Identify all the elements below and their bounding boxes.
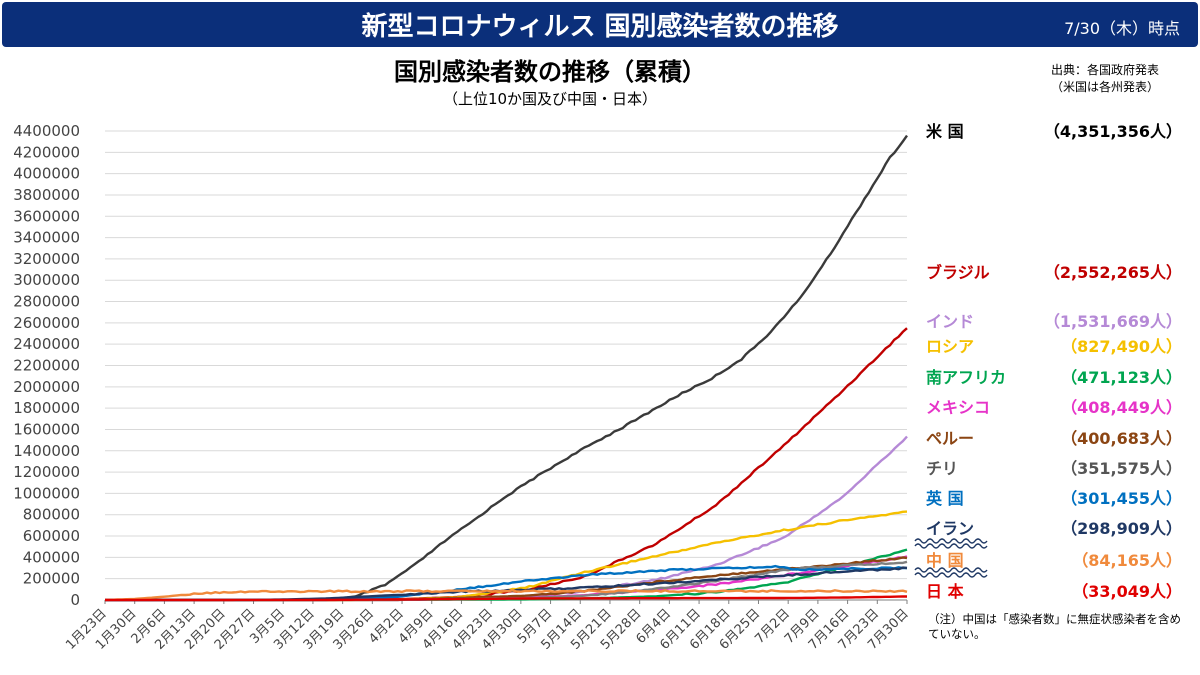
legend-label: ペルー <box>926 429 974 448</box>
y-tick-label: 3000000 <box>13 271 80 289</box>
legend-label: イラン <box>926 519 974 538</box>
series-line <box>105 327 908 602</box>
legend-value: （298,909人） <box>1061 519 1182 538</box>
legend-value: （471,123人） <box>1061 368 1182 387</box>
legend-value: （2,552,265人） <box>1044 263 1182 282</box>
y-tick-label: 2600000 <box>13 314 80 332</box>
legend-label: チリ <box>926 459 958 478</box>
legend-label: 英 国 <box>925 489 964 508</box>
title-bar: 新型コロナウィルス 国別感染者数の推移 7/30（木）時点 <box>2 2 1198 47</box>
legend-label: 南アフリカ <box>926 368 1006 387</box>
y-tick-label: 3600000 <box>13 207 80 225</box>
series-line <box>104 589 908 602</box>
legend-value: （301,455人） <box>1061 489 1182 508</box>
legend-value: （400,683人） <box>1061 429 1182 448</box>
legend-value: （408,449人） <box>1061 398 1182 417</box>
y-tick-label: 1200000 <box>13 463 80 481</box>
legend-label: ロシア <box>926 337 974 356</box>
y-tick-label: 1600000 <box>13 420 80 438</box>
source-line-2: （米国は各州発表） <box>1050 80 1159 94</box>
y-tick-label: 3800000 <box>13 186 80 204</box>
legend-label: 米 国 <box>926 122 964 141</box>
y-tick-label: 2000000 <box>13 378 80 396</box>
y-tick-label: 800000 <box>23 506 80 524</box>
y-tick-label: 1800000 <box>13 399 80 417</box>
legend-label: ブラジル <box>926 263 990 282</box>
series-line <box>105 510 908 602</box>
source-note: 出典：各国政府発表 （米国は各州発表） <box>1020 62 1190 96</box>
y-tick-label: 4200000 <box>13 143 80 161</box>
break-wave-mark <box>914 572 988 578</box>
as-of-date: 7/30（木）時点 <box>1064 19 1180 38</box>
legend-label: 日 本 <box>926 582 964 601</box>
legend-label: インド <box>926 312 974 331</box>
break-wave-mark <box>914 567 988 573</box>
break-wave-mark <box>914 538 988 544</box>
legend-value: （1,531,669人） <box>1044 312 1182 331</box>
page-title: 新型コロナウィルス 国別感染者数の推移 <box>361 12 839 42</box>
y-tick-label: 600000 <box>23 527 80 545</box>
y-tick-label: 1000000 <box>13 484 80 502</box>
y-tick-label: 1400000 <box>13 442 80 460</box>
y-tick-label: 3400000 <box>13 229 80 247</box>
y-tick-label: 2400000 <box>13 335 80 353</box>
y-tick-label: 200000 <box>23 570 80 588</box>
legend-value: （33,049人） <box>1072 582 1182 601</box>
y-tick-label: 3200000 <box>13 250 80 268</box>
legend-label: メキシコ <box>926 398 990 417</box>
y-tick-label: 2800000 <box>13 293 80 311</box>
chart-subtitle: （上位10か国及び中国・日本） <box>442 90 658 108</box>
y-tick-label: 2200000 <box>13 357 80 375</box>
legend-value: （827,490人） <box>1061 337 1182 356</box>
y-tick-label: 4400000 <box>13 122 80 140</box>
y-tick-label: 0 <box>70 591 80 609</box>
source-line-1: 出典：各国政府発表 <box>1050 63 1159 77</box>
legend-value: （84,165人） <box>1072 551 1182 570</box>
y-tick-label: 400000 <box>23 548 80 566</box>
y-tick-label: 4000000 <box>13 165 80 183</box>
legend-label: 中 国 <box>926 551 964 570</box>
series-line <box>105 595 907 602</box>
footnote: （注）中国は「感染者数」に無症状感染者を含めていない。 <box>928 612 1181 641</box>
legend-value: （351,575人） <box>1061 459 1182 478</box>
legend-value: （4,351,356人） <box>1044 122 1182 141</box>
chart-title: 国別感染者数の推移（累積） <box>394 58 706 86</box>
break-wave-mark <box>914 543 988 549</box>
